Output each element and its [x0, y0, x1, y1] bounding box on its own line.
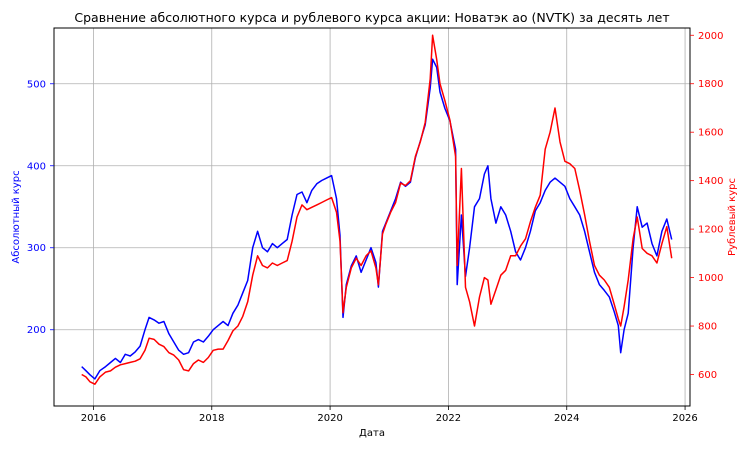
- absolute-price-line: [81, 58, 673, 380]
- y-right-tick-label: 1200: [698, 225, 723, 236]
- y-right-tick-label: 800: [698, 322, 717, 333]
- plot-frame: [53, 27, 691, 407]
- y-left-tick-label: 300: [27, 243, 46, 254]
- x-axis-label: Дата: [359, 428, 385, 439]
- x-axis: 2016 2018 2020 2022 2024 2026: [81, 406, 698, 424]
- ruble-price-line: [81, 34, 673, 385]
- x-tick-label: 2020: [317, 413, 342, 424]
- y-left-tick-label: 400: [27, 161, 46, 172]
- y-axis-right: 600 800 1000 1200 1400 1600 1800 2000: [690, 31, 723, 381]
- x-tick-label: 2022: [436, 413, 461, 424]
- y-right-tick-label: 1600: [698, 128, 723, 139]
- x-tick-label: 2024: [554, 413, 579, 424]
- y-right-tick-label: 2000: [698, 31, 723, 42]
- y-right-tick-label: 600: [698, 370, 717, 381]
- x-tick-label: 2026: [672, 413, 697, 424]
- x-tick-label: 2016: [81, 413, 106, 424]
- y-axis-left-label: Абсолютный курс: [11, 170, 22, 263]
- series-lines: [81, 34, 673, 385]
- y-left-tick-label: 500: [27, 79, 46, 90]
- y-right-tick-label: 1800: [698, 79, 723, 90]
- y-axis-right-label: Рублевый курс: [727, 178, 738, 256]
- y-right-tick-label: 1400: [698, 176, 723, 187]
- y-right-tick-label: 1000: [698, 273, 723, 284]
- chart-title: Сравнение абсолютного курса и рублевого …: [74, 10, 669, 25]
- grid: [54, 28, 690, 406]
- x-tick-label: 2018: [199, 413, 224, 424]
- y-axis-left: 200 300 400 500: [27, 79, 54, 336]
- y-left-tick-label: 200: [27, 325, 46, 336]
